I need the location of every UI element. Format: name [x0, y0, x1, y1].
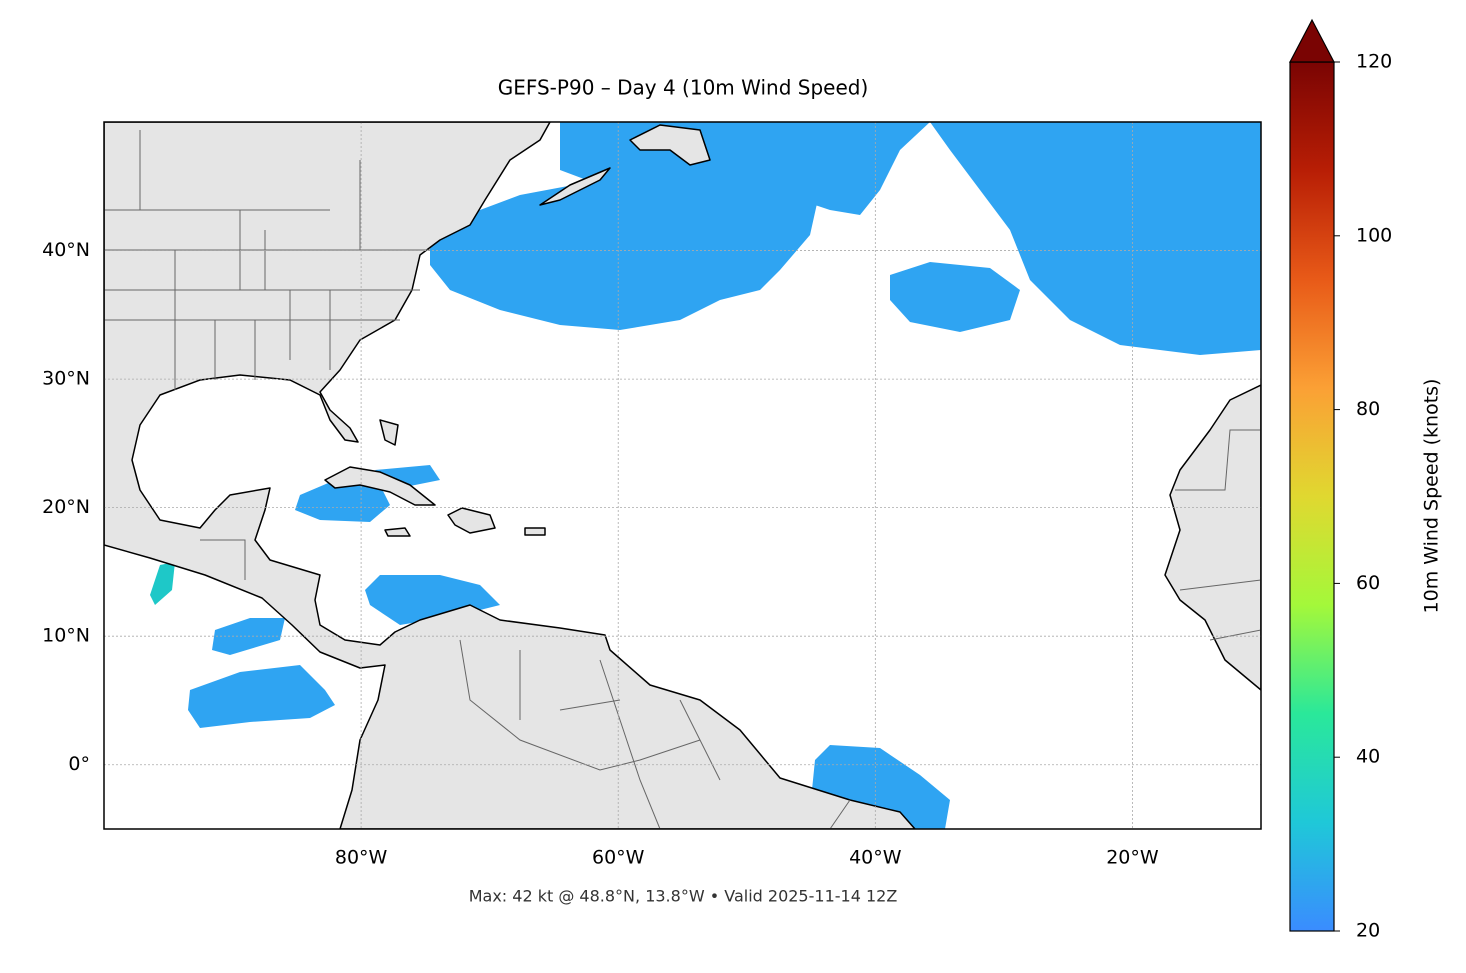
wind-area	[430, 122, 1261, 355]
wind-area	[295, 478, 390, 522]
x-tick-label: 40°W	[849, 847, 902, 869]
grid	[104, 122, 1261, 829]
newfoundland	[629, 124, 711, 166]
colorbar-tick-label: 80	[1356, 398, 1380, 420]
africa-land	[1164, 384, 1261, 691]
puerto-rico	[524, 527, 546, 536]
bahamas	[379, 419, 399, 446]
colorbar-tick-label: 20	[1356, 920, 1380, 942]
state-borders	[104, 130, 430, 390]
country-borders	[200, 539, 851, 829]
y-tick-label: 40°N	[42, 239, 90, 261]
nova-scotia	[539, 167, 611, 206]
jamaica	[384, 527, 411, 537]
y-tick-label: 0°	[68, 753, 90, 775]
y-tick-label: 20°N	[42, 496, 90, 518]
wind-field	[150, 122, 1261, 829]
wind-area	[890, 262, 1020, 332]
y-tick-label: 30°N	[42, 368, 90, 390]
colorbar-extend	[1289, 18, 1335, 63]
colorbar-body	[1289, 61, 1335, 932]
caption: Max: 42 kt @ 48.8°N, 13.8°W • Valid 2025…	[469, 887, 898, 906]
x-tick-label: 80°W	[335, 847, 388, 869]
wind-area	[150, 562, 175, 605]
colorbar-tick-label: 60	[1356, 572, 1380, 594]
colorbar-tick-label: 40	[1356, 746, 1380, 768]
colorbar-tick-label: 100	[1356, 224, 1392, 246]
axis-ticks: 80°W 60°W 40°W 20°W 0° 10°N 20°N 30°N 40°N	[42, 239, 1159, 868]
y-tick-label: 10°N	[42, 625, 90, 647]
wind-area	[188, 665, 335, 728]
africa-borders	[1175, 429, 1261, 641]
cuba	[324, 466, 436, 506]
wind-area	[812, 745, 950, 829]
x-tick-label: 60°W	[592, 847, 645, 869]
colorbar-tick-label: 120	[1356, 51, 1392, 73]
plot-frame	[103, 121, 1262, 830]
colorbar: 10m Wind Speed (knots) 20 40 60 80 100 120	[1289, 18, 1443, 942]
x-tick-label: 20°W	[1106, 847, 1159, 869]
map-title: GEFS-P90 – Day 4 (10m Wind Speed)	[498, 76, 869, 100]
colorbar-label: 10m Wind Speed (knots)	[1421, 379, 1443, 614]
map-area	[104, 122, 1261, 829]
wind-area	[375, 465, 440, 488]
americas-land	[104, 122, 916, 829]
